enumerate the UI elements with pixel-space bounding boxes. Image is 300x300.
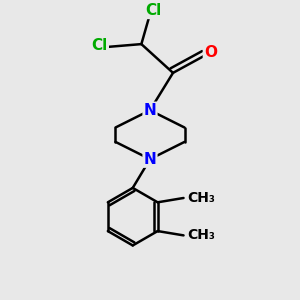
Text: O: O xyxy=(204,45,217,60)
Text: CH₃: CH₃ xyxy=(187,228,215,242)
Text: N: N xyxy=(144,152,156,167)
Text: CH₃: CH₃ xyxy=(187,191,215,205)
Text: N: N xyxy=(144,103,156,118)
Text: Cl: Cl xyxy=(145,3,161,18)
Text: Cl: Cl xyxy=(92,38,108,53)
